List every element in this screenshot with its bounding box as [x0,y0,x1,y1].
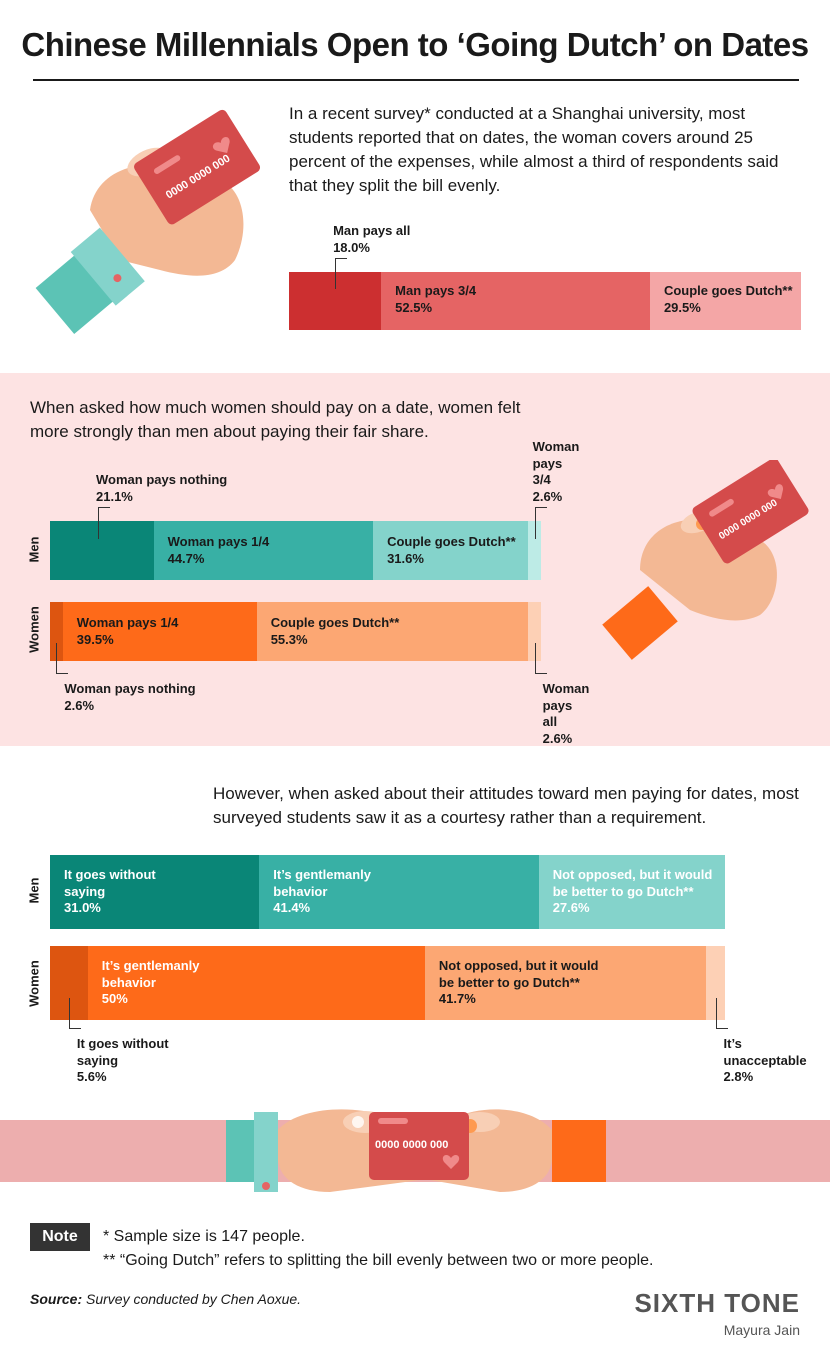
intro-text-3: However, when asked about their attitude… [213,784,799,827]
label-leader [335,258,337,290]
hand-card-illustration-1: 0000 0000 000 [35,109,261,334]
bar-segment-label: Woman pays 1/4 39.5% [76,615,179,647]
bar-segment [50,521,154,580]
bar-segment [649,272,801,330]
bar-segment-label: Man pays all 18.0% [333,223,411,255]
label-leader [98,507,99,539]
source-text: Survey conducted by Chen Aoxue. [86,1291,302,1307]
label-leader [534,673,547,674]
bar-segment-label: Woman pays 3/4 2.6% [532,439,580,504]
bar-segment [259,855,539,929]
intro-text-1: In a recent survey* conducted at a Shang… [289,104,779,195]
note-label: Note [30,1223,90,1251]
page-title: Chinese Millennials Open to ‘Going Dutch… [21,26,809,63]
label-leader [534,643,536,673]
bar-segment-label: Couple goes Dutch** 55.3% [270,615,400,647]
row-label-men-3: Men [26,877,42,904]
bar-segment [528,521,541,580]
chart-women-share-bar: Woman pays nothing 2.6% Woman pays 1/4 39… [50,602,589,746]
label-leader [56,673,69,674]
bar-segment-label: It’s gentlemanly behavior 50% [101,958,200,1006]
cuff-icon [254,1112,278,1192]
row-label-men: Men [26,536,42,563]
hand-card-illustration-2: 0000 0000 000 [602,460,809,660]
row-label-women: Women [26,606,42,653]
label-leader [68,1028,81,1029]
sleeve-icon [35,227,145,334]
bar-segment [256,602,529,661]
label-leader [68,997,70,1028]
label-leader [534,507,547,508]
sleeve-icon [602,586,678,660]
note-line-2: ** “Going Dutch” refers to splitting the… [103,1252,654,1269]
bar-segment-label: Man pays 3/4 52.5% [395,283,477,315]
bar-segment [62,602,257,661]
title-underline [33,79,799,81]
bar-segment [153,521,374,580]
bar-segment [538,855,725,929]
source-label: Source: [30,1291,83,1307]
bar-segment-label: Not opposed, but it would be better to g… [552,867,713,915]
bar-segment-label: It goes without saying 5.6% [76,1036,169,1084]
label-leader [335,258,348,259]
bar-segment-label: It goes without saying 31.0% [64,867,156,915]
chart-payment-bar: Man pays all 18.0% Man pays 3/4 52.5% Coup… [289,223,801,330]
bar-segment-label: Woman pays nothing 2.6% [64,681,196,713]
bar-segment [706,946,725,1020]
author-credit: Mayura Jain [723,1322,800,1338]
sleeve-icon [226,1120,256,1182]
card-number: 0000 0000 000 [375,1139,448,1151]
bar-segment-label: Woman pays 1/4 44.7% [167,534,270,566]
chart-men-share-bar: Woman pays nothing 21.1% Woman pays 1/4 4… [50,439,579,580]
label-leader [715,997,717,1028]
bar-segment [528,602,541,661]
bar-segment [50,602,63,661]
bar-segment [87,946,425,1020]
bar-segment-label: Couple goes Dutch** 29.5% [663,283,793,315]
credit-card-icon: 0000 0000 000 [692,460,809,564]
note-line-1: * Sample size is 147 people. [103,1228,305,1245]
bar-segment [373,521,529,580]
brand-logo: SIXTH TONE [634,1288,800,1318]
bar-segment-label: It’s gentlemanly behavior 41.4% [273,867,372,915]
source-line: Source: Survey conducted by Chen Aoxue. [30,1291,301,1307]
exchange-illustration: 0000 0000 000 [0,1109,830,1192]
bar-segment [50,855,260,929]
label-leader [98,507,110,508]
row-label-women-3: Women [26,960,42,1007]
bar-segment-label: It’s unacceptable 2.8% [723,1036,807,1084]
label-leader [534,507,536,539]
chart-women-attitude-bar: It goes without saying 5.6% It’s gentlema… [50,946,807,1084]
bar-segment-label: Woman pays all 2.6% [542,681,590,746]
label-leader [715,1028,728,1029]
chart-men-attitude-bar: It goes without saying 31.0% It’s gentlem… [50,855,725,929]
intro-text-2: When asked how much women should pay on … [30,398,521,441]
bar-segment-label: Couple goes Dutch** 31.6% [387,534,516,566]
credit-card-icon: 0000 0000 000 [369,1112,469,1180]
bar-segment [381,272,650,330]
credit-card-icon: 0000 0000 000 [134,109,261,225]
bar-segment-label: Woman pays nothing 21.1% [96,472,228,504]
label-leader [56,643,58,673]
sleeve-icon [552,1120,606,1182]
bar-segment-label: Not opposed, but it would be better to g… [438,958,599,1006]
bar-segment [424,946,707,1020]
